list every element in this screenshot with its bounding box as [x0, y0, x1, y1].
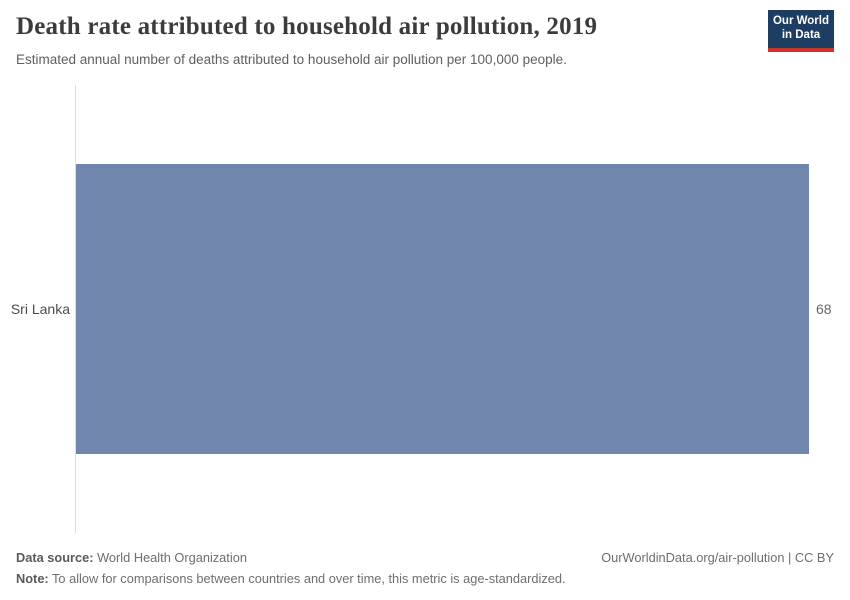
owid-logo-box: Our World in Data — [768, 10, 834, 48]
owid-logo-line1: Our World — [772, 15, 829, 28]
note-label: Note: — [16, 571, 49, 586]
y-axis-line — [75, 85, 76, 533]
page-subtitle: Estimated annual number of deaths attrib… — [16, 52, 567, 67]
datasource-line: Data source: World Health Organization — [16, 547, 247, 568]
page-title: Death rate attributed to household air p… — [16, 13, 598, 40]
owid-logo-line2: in Data — [781, 29, 821, 41]
owid-cc-link[interactable]: OurWorldinData.org/air-pollution | CC BY — [601, 550, 834, 565]
chart-plot-area: Sri Lanka 68 — [0, 85, 850, 533]
owid-logo[interactable]: Our World in Data — [768, 10, 834, 52]
bar-sri-lanka[interactable] — [76, 164, 809, 454]
footer: Data source: World Health Organization O… — [16, 547, 834, 589]
entity-label-sri-lanka: Sri Lanka — [10, 301, 70, 317]
bar-track: 68 — [76, 164, 832, 454]
bar-row-sri-lanka: Sri Lanka 68 — [0, 164, 850, 454]
value-label-sri-lanka: 68 — [816, 301, 832, 317]
note-value: To allow for comparisons between countri… — [48, 571, 566, 586]
owid-logo-accent-bar — [768, 48, 834, 52]
datasource-label: Data source: — [16, 550, 94, 565]
datasource-value: World Health Organization — [93, 550, 247, 565]
